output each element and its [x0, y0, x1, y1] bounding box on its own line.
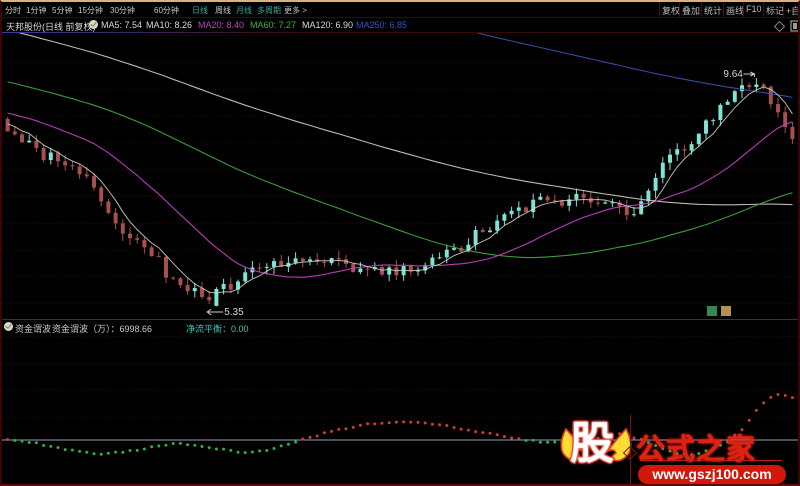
svg-text:5.35: 5.35 — [224, 307, 244, 318]
svg-text:9.64: 9.64 — [723, 69, 743, 80]
